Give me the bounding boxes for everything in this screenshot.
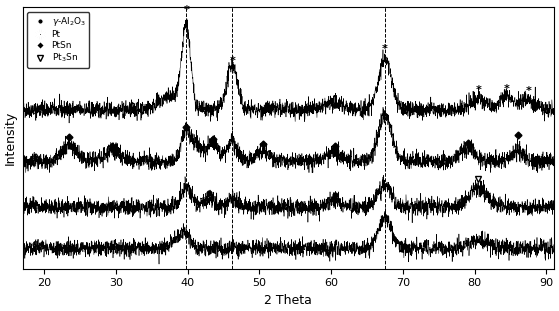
Text: b: b: [31, 152, 38, 162]
Text: *: *: [504, 84, 510, 94]
Text: *: *: [183, 5, 190, 15]
Text: a: a: [31, 106, 37, 116]
Text: *: *: [382, 44, 388, 54]
Text: c: c: [31, 201, 37, 211]
Text: d: d: [31, 239, 38, 249]
X-axis label: 2 Theta: 2 Theta: [264, 294, 312, 307]
Y-axis label: Intensity: Intensity: [4, 111, 17, 165]
Text: *: *: [229, 56, 235, 66]
Text: *: *: [525, 86, 532, 96]
Legend: $\gamma$-Al$_2$O$_3$, Pt, PtSn, Pt$_3$Sn: $\gamma$-Al$_2$O$_3$, Pt, PtSn, Pt$_3$Sn: [27, 12, 89, 68]
Text: *: *: [475, 85, 481, 95]
